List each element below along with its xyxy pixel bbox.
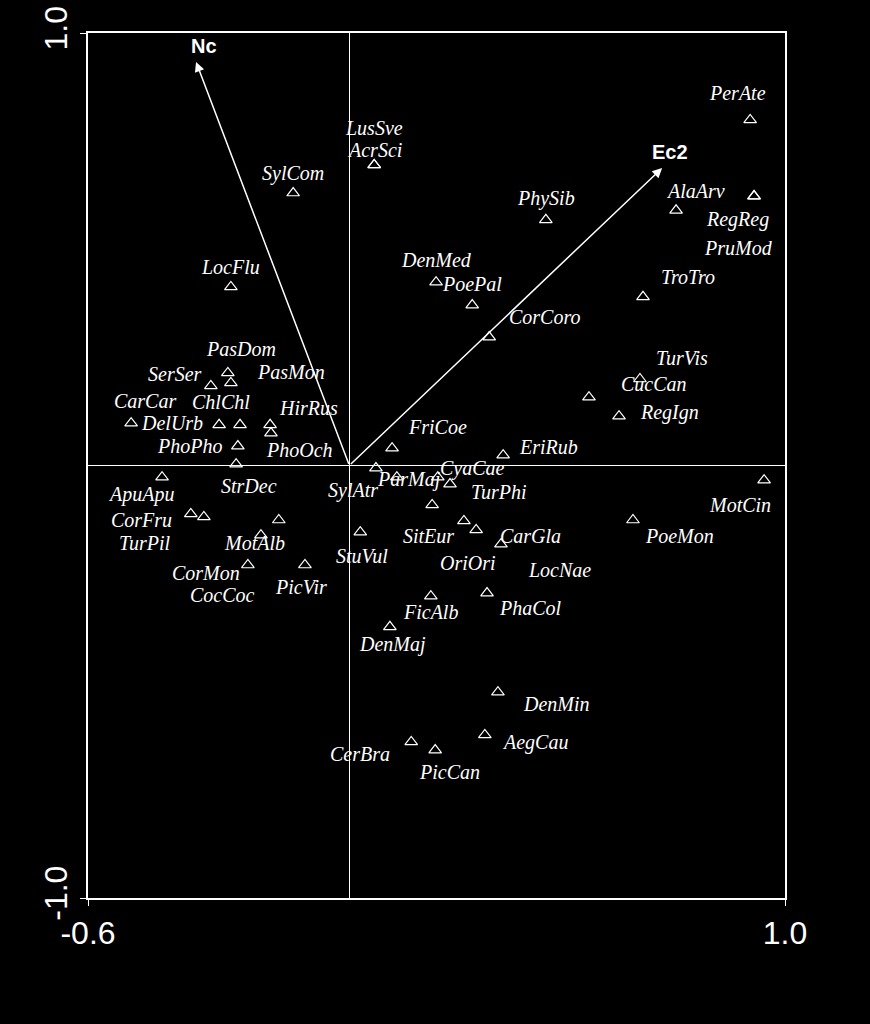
svg-text:PicCan: PicCan (419, 761, 480, 783)
svg-text:PoePal: PoePal (442, 273, 502, 295)
svg-text:Ec2: Ec2 (652, 141, 688, 163)
svg-text:PhoOch: PhoOch (266, 439, 333, 461)
svg-text:PhoPho: PhoPho (157, 435, 222, 457)
svg-text:ApuApu: ApuApu (108, 483, 174, 506)
svg-text:PhySib: PhySib (517, 187, 575, 210)
svg-text:TurVis: TurVis (656, 347, 708, 369)
svg-text:LusSve: LusSve (345, 117, 403, 139)
svg-text:ChlChl: ChlChl (192, 391, 250, 413)
svg-text:MotAlb: MotAlb (224, 532, 285, 554)
svg-text:DelUrb: DelUrb (141, 412, 203, 434)
svg-text:CarGla: CarGla (500, 525, 561, 547)
svg-text:CocCoc: CocCoc (190, 584, 255, 606)
svg-text:AlaArv: AlaArv (666, 180, 725, 202)
svg-text:CerBra: CerBra (330, 743, 390, 765)
svg-text:StuVul: StuVul (336, 545, 388, 567)
svg-text:PicVir: PicVir (275, 576, 327, 598)
svg-text:SylAtr: SylAtr (328, 479, 378, 502)
svg-text:OriOri: OriOri (440, 552, 496, 574)
svg-text:StrDec: StrDec (221, 475, 277, 497)
svg-text:EriRub: EriRub (519, 436, 578, 458)
svg-text:SitEur: SitEur (403, 525, 454, 547)
svg-text:CorCoro: CorCoro (509, 306, 581, 328)
svg-text:LocNae: LocNae (528, 559, 591, 581)
svg-text:AcrSci: AcrSci (347, 139, 402, 161)
svg-text:DenMin: DenMin (523, 693, 590, 715)
svg-text:MotCin: MotCin (709, 494, 771, 516)
svg-text:Nc: Nc (191, 35, 217, 57)
svg-text:DenMed: DenMed (401, 249, 472, 271)
svg-text:FriCoe: FriCoe (408, 416, 467, 438)
svg-text:PhaCol: PhaCol (499, 597, 562, 619)
svg-text:CorMon: CorMon (172, 562, 240, 584)
svg-text:TurPil: TurPil (119, 532, 171, 554)
svg-text:PerAte: PerAte (709, 82, 766, 104)
svg-text:HirRus: HirRus (279, 397, 338, 419)
svg-text:PasMon: PasMon (257, 361, 325, 383)
svg-text:RegReg: RegReg (706, 208, 769, 231)
svg-text:-1.0: -1.0 (38, 866, 74, 921)
svg-text:PruMod: PruMod (704, 237, 773, 259)
svg-text:PoeMon: PoeMon (645, 525, 714, 547)
svg-text:SerSer: SerSer (148, 363, 202, 385)
svg-text:-0.6: -0.6 (60, 915, 115, 951)
svg-text:CyaCae: CyaCae (440, 457, 505, 480)
svg-text:CucCan: CucCan (621, 373, 687, 395)
svg-text:ParMaj: ParMaj (377, 468, 441, 491)
svg-text:TroTro: TroTro (661, 266, 715, 288)
svg-text:RegIgn: RegIgn (640, 401, 699, 424)
svg-text:PasDom: PasDom (206, 338, 276, 360)
svg-text:TurPhi: TurPhi (471, 481, 527, 503)
svg-text:DenMaj: DenMaj (359, 633, 426, 656)
svg-text:1.0: 1.0 (38, 6, 74, 50)
svg-text:CorFru: CorFru (111, 509, 172, 531)
svg-text:SylCom: SylCom (262, 162, 324, 185)
svg-text:AegCau: AegCau (502, 731, 568, 754)
svg-text:CarCar: CarCar (114, 390, 176, 412)
svg-text:LocFlu: LocFlu (201, 256, 260, 278)
svg-text:FicAlb: FicAlb (403, 601, 458, 623)
svg-text:1.0: 1.0 (763, 915, 807, 951)
